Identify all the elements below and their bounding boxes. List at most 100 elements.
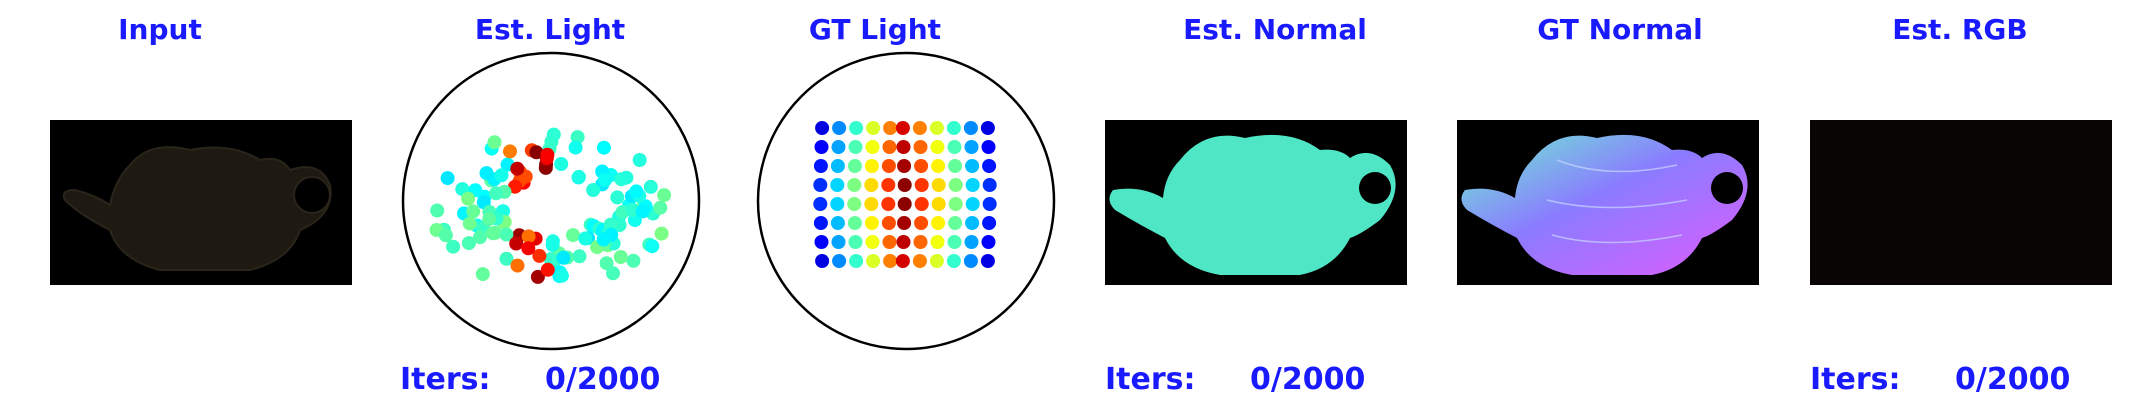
gt-light-dot <box>883 121 898 135</box>
est-light-dot <box>510 161 525 176</box>
gt-light-dot <box>914 178 929 192</box>
gt-light-dot <box>815 254 830 268</box>
gt-light-dot <box>830 216 845 230</box>
est-light-dot <box>597 173 612 188</box>
gt-light-dot <box>813 178 828 192</box>
gt-light-dot <box>881 159 896 173</box>
est-light-dot <box>487 135 502 150</box>
iters-label-2: Iters: <box>1105 362 1196 397</box>
gt-light-dot <box>830 159 845 173</box>
est-light-dot <box>440 171 455 186</box>
gt-light-dot <box>912 121 927 135</box>
est-light-dot <box>632 153 647 167</box>
gt-light-dot <box>982 159 997 173</box>
gt-light-dot <box>929 121 944 135</box>
gt-light-dot <box>931 178 946 192</box>
gt-light-dot <box>831 235 846 249</box>
gt-light-dot <box>848 140 863 154</box>
est-light-dot <box>486 226 500 241</box>
gt-light-dot <box>865 235 880 249</box>
iters-label-3: Iters: <box>1810 362 1901 397</box>
est-light-dot <box>635 204 650 219</box>
gt-light-dot <box>947 140 962 154</box>
gt-light-dot <box>897 159 912 173</box>
gt-light-dot <box>931 197 946 211</box>
iters-label-1: Iters: <box>400 362 491 397</box>
est-light-dot <box>430 203 445 218</box>
gt-light-dot <box>965 178 980 192</box>
gt-light-dot <box>830 197 845 211</box>
est-light-dot <box>462 216 477 231</box>
est-light-dot <box>446 239 461 254</box>
gt-light-dot <box>896 140 911 154</box>
gt-light-dot <box>883 254 898 268</box>
est-light-dot <box>643 179 658 194</box>
gt-light-dot <box>881 216 896 230</box>
gt-light-dot <box>847 197 862 211</box>
gt-light-dot <box>947 235 962 249</box>
est-light-dot <box>571 169 586 184</box>
gt-light-dot <box>864 216 879 230</box>
est-light-title: Est. Light <box>474 13 626 46</box>
gt-light-dot <box>830 178 845 192</box>
gt-light-dot <box>897 216 912 230</box>
est-light-dot <box>510 258 525 273</box>
gt-light-dot <box>881 178 896 192</box>
gt-light-dot <box>930 235 945 249</box>
gt-light-dot <box>946 121 961 135</box>
gt-light-dot <box>865 140 880 154</box>
est-light-dot <box>657 188 672 203</box>
est-light-dot <box>543 252 558 267</box>
est-light-dot <box>489 186 504 201</box>
gt-light-dot <box>981 140 996 154</box>
gt-light-dot <box>864 159 879 173</box>
est-normal-title: Est. Normal <box>1183 13 1367 46</box>
est-light-dot <box>599 256 614 271</box>
gt-light-dot <box>981 235 996 249</box>
gt-light-dot <box>965 197 980 211</box>
gt-light-dot <box>980 121 995 135</box>
est-light-dot <box>473 230 487 245</box>
est-light-dot <box>494 168 509 183</box>
gt-light-dot <box>848 235 863 249</box>
gt-light-dot <box>963 121 978 135</box>
gt-light-dot <box>849 121 864 135</box>
est-light-sphere <box>400 50 702 352</box>
est-light-dot <box>596 140 611 155</box>
gt-light-dot <box>815 121 830 135</box>
est-light-dot <box>626 253 641 268</box>
est-light-dot <box>613 250 628 264</box>
est-light-dot <box>554 157 569 171</box>
gt-light-dot <box>948 178 963 192</box>
gt-light-dot <box>814 140 829 154</box>
est-light-dot <box>530 269 545 284</box>
gt-light-dot <box>965 159 980 173</box>
input-image <box>50 120 352 285</box>
gt-light-dot <box>832 254 847 268</box>
gt-light-dot <box>963 254 978 268</box>
gt-light-dot <box>948 197 963 211</box>
gt-light-dot <box>847 178 862 192</box>
est-light-dot <box>653 200 668 215</box>
est-light-dot <box>532 248 547 263</box>
est-light-dot <box>568 140 583 155</box>
est-light-dot <box>475 267 490 282</box>
teapot-icon <box>50 120 352 285</box>
est-light-dot <box>509 236 524 251</box>
gt-light-dot <box>964 235 979 249</box>
est-light-dot <box>586 183 601 197</box>
gt-light-dot <box>913 235 928 249</box>
est-light-dot <box>570 130 585 145</box>
est-light-dot <box>566 228 580 243</box>
gt-light-dot <box>980 254 995 268</box>
gt-light-dot <box>866 121 881 135</box>
gt-light-dot <box>965 216 980 230</box>
gt-light-dot <box>866 254 881 268</box>
gt-light-dot <box>897 197 912 211</box>
est-rgb-image <box>1810 120 2112 285</box>
gt-light-dot <box>882 235 897 249</box>
gt-light-dot <box>849 254 864 268</box>
est-light-dot <box>556 250 571 265</box>
est-light-dot <box>521 241 536 256</box>
est-light-dot <box>619 170 634 185</box>
